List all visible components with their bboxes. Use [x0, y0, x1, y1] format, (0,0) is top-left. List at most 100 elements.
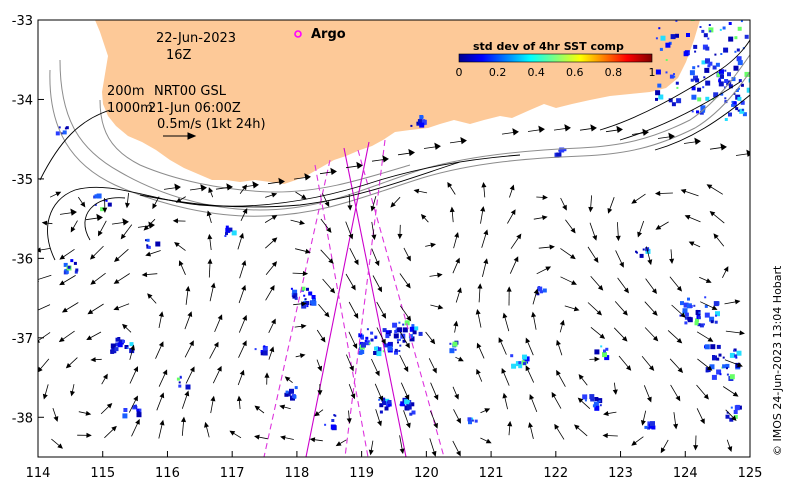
sst-pixel — [301, 286, 306, 291]
sst-pixel — [724, 100, 728, 104]
current-arrow-head — [241, 260, 247, 266]
sst-pixel — [642, 248, 645, 251]
lon-tick-label: 118 — [284, 466, 309, 481]
sst-pixel — [723, 47, 729, 53]
sst-pixel — [382, 350, 385, 353]
current-arrow-head — [148, 221, 155, 229]
sst-pixel — [684, 312, 689, 317]
sst-pixel — [725, 363, 730, 368]
sst-pixel — [665, 59, 668, 61]
current-arrow-head — [38, 311, 39, 313]
sst-pixel — [136, 408, 140, 412]
sst-pixel — [409, 336, 415, 342]
sst-pixel — [358, 333, 363, 338]
sst-pixel — [404, 320, 410, 326]
current-arrow-head — [61, 307, 68, 313]
sst-pixel — [660, 35, 666, 41]
current-arrow-head — [217, 314, 223, 321]
sst-pixel — [655, 37, 658, 40]
current-arrow-head — [454, 393, 459, 400]
sst-pixel — [670, 34, 676, 40]
sst-pixel — [421, 119, 427, 125]
current-arrow-head — [732, 391, 739, 397]
sst-pixel — [292, 295, 296, 299]
sst-pixel — [417, 119, 422, 124]
current-arrow-head — [455, 257, 460, 264]
colorbar-title: std dev of 4hr SST comp — [473, 40, 624, 53]
sst-pixel — [709, 316, 715, 322]
sst-pixel — [385, 331, 391, 337]
current-arrow-head — [102, 207, 108, 213]
sst-pixel — [394, 348, 398, 352]
current-arrow-head — [349, 365, 354, 372]
sst-pixel — [695, 78, 700, 83]
sst-pixel — [748, 78, 750, 83]
current-arrow-head — [309, 437, 316, 443]
sst-pixel — [510, 354, 514, 358]
colorbar-tick-label: 0.8 — [605, 66, 623, 79]
current-arrow-head — [102, 373, 108, 380]
current-arrow-head — [570, 254, 576, 260]
sst-pixel — [733, 65, 739, 71]
current-arrow-head — [700, 418, 705, 425]
sst-pixel — [731, 103, 735, 107]
current-arrow-head — [513, 256, 519, 263]
lon-tick-label: 116 — [155, 466, 180, 481]
current-arrow-head — [53, 416, 59, 422]
sst-pixel — [416, 121, 419, 124]
sst-pixel — [419, 115, 424, 119]
sst-pixel — [734, 50, 737, 53]
sst-pixel — [294, 296, 298, 300]
current-arrow-head — [622, 310, 628, 316]
colorbar-tick-label: 0.2 — [489, 66, 507, 79]
sst-pixel — [712, 65, 717, 70]
sst-pixel — [703, 323, 705, 326]
sst-pixel — [710, 320, 714, 324]
argo-marker — [294, 30, 302, 38]
sst-pixel — [225, 225, 229, 229]
sst-pixel — [386, 330, 390, 334]
current-arrow-head — [484, 408, 491, 413]
sst-pixel — [705, 58, 710, 64]
sst-pixel — [330, 424, 336, 430]
current-arrow-head — [301, 194, 307, 200]
sst-pixel — [735, 89, 739, 92]
sst-pixel — [303, 294, 306, 297]
lon-tick-label: 114 — [26, 466, 51, 481]
latitude-axis: -33 -34 -35 -36 -37 -38 — [12, 14, 44, 426]
sst-pixel — [683, 51, 689, 57]
colorbar-tick-label: 0.4 — [527, 66, 545, 79]
sst-pixel — [739, 108, 745, 114]
sst-pixel — [658, 27, 661, 30]
sst-pixel — [382, 328, 387, 333]
sst-pixel — [722, 356, 725, 359]
current-arrow-head — [406, 255, 411, 262]
scale-arrow — [163, 132, 197, 140]
sst-pixel — [728, 36, 734, 42]
current-arrow-head — [348, 233, 354, 240]
sst-pixel — [718, 77, 721, 80]
sst-pixel — [418, 331, 423, 336]
current-arrow-head — [180, 416, 187, 423]
sst-pixel — [708, 61, 713, 66]
sst-pixel — [387, 400, 392, 404]
current-arrow-head — [480, 206, 486, 212]
current-arrow-head — [271, 237, 278, 243]
sst-pixel — [306, 287, 309, 291]
sst-pixel — [331, 419, 335, 422]
current-arrow-head — [549, 244, 555, 250]
sst-pixel — [556, 152, 562, 158]
current-arrow-head — [254, 434, 260, 440]
current-arrow-head — [304, 173, 311, 181]
current-arrow-head — [135, 418, 140, 425]
sst-pixel — [117, 342, 123, 348]
sst-pixel — [129, 348, 135, 354]
current-arrow-head — [509, 184, 515, 191]
current-arrow-head — [476, 342, 482, 349]
current-arrow-head — [162, 369, 168, 376]
current-arrow-head — [42, 393, 48, 400]
colorbar-tick-label: 0 — [456, 66, 463, 79]
current-arrow-head — [264, 372, 270, 378]
current-arrow-head — [207, 258, 213, 264]
